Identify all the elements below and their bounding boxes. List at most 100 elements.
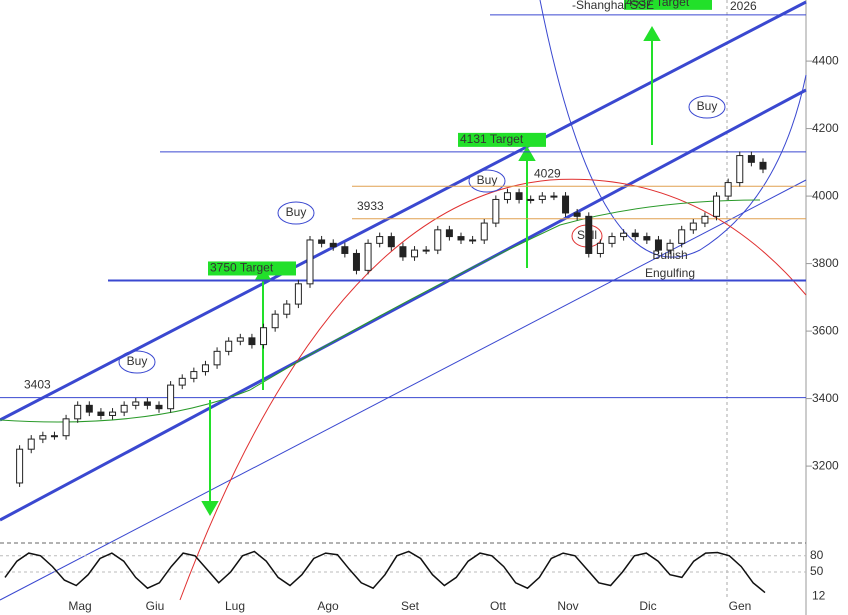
candle <box>16 448 24 484</box>
signal-bubble <box>277 201 315 225</box>
candle <box>155 404 163 410</box>
arc <box>539 0 807 258</box>
candle <box>573 212 581 217</box>
candle <box>387 236 395 248</box>
candle <box>143 401 151 406</box>
candle <box>445 229 453 238</box>
signal-word: Bullish <box>652 248 687 262</box>
candle <box>469 239 477 242</box>
candle <box>306 239 314 285</box>
candle <box>480 222 488 241</box>
signals: BuyBuyBuyBuySellBullishEngulfing <box>118 95 726 374</box>
level-label: 3403 <box>24 378 51 392</box>
candle <box>213 350 221 366</box>
x-tick-label: Giu <box>146 599 165 613</box>
candle <box>724 182 732 197</box>
level-label: 3750 Target <box>210 261 274 275</box>
signal-bubble <box>118 350 156 374</box>
x-tick-label: Nov <box>557 599 578 613</box>
candle <box>503 192 511 200</box>
candle <box>596 242 604 254</box>
candle <box>74 404 82 420</box>
y-tick-label: 4000 <box>812 188 839 202</box>
candle <box>689 222 697 231</box>
y-tick-label: 3800 <box>812 256 839 270</box>
candle <box>492 198 500 224</box>
channel-upper <box>0 0 807 422</box>
candle <box>608 236 616 244</box>
x-tick-label: Ago <box>317 599 339 613</box>
candle <box>399 246 407 258</box>
signal-bubble <box>688 95 726 119</box>
x-tick-label: Ott <box>490 599 507 613</box>
x-tick-label: Lug <box>225 599 245 613</box>
candle <box>201 364 209 373</box>
target-bg <box>624 0 712 10</box>
candle <box>654 239 662 251</box>
oscillator-line <box>4 550 766 594</box>
signal-label: Buy <box>697 99 718 113</box>
candle <box>538 195 546 200</box>
x-tick-label: Dic <box>639 599 656 613</box>
level-label: 4029 <box>534 166 561 180</box>
candle <box>364 242 372 271</box>
level-label: 4537 Target <box>626 0 690 9</box>
signal-label: Buy <box>286 205 307 219</box>
level-label: 4131 Target <box>460 132 524 146</box>
candle <box>109 411 117 416</box>
y-tick-label: 4400 <box>812 53 839 67</box>
candle <box>713 195 721 217</box>
candle <box>562 195 570 214</box>
candle <box>236 337 244 342</box>
candle <box>260 327 268 346</box>
candle <box>434 229 442 251</box>
candle <box>666 242 674 251</box>
signal-label: Buy <box>477 173 498 187</box>
candle <box>376 236 384 244</box>
plot-bg <box>0 0 806 615</box>
candle <box>747 155 755 163</box>
candle <box>50 435 58 438</box>
candle <box>736 155 744 184</box>
y-tick-label: 4200 <box>812 121 839 135</box>
candle <box>120 404 128 413</box>
candle <box>39 435 47 440</box>
candle <box>97 411 105 416</box>
candle <box>271 313 279 329</box>
signal-word: Engulfing <box>645 266 695 280</box>
level-label: 3933 <box>357 199 384 213</box>
candle <box>701 215 709 224</box>
x-tick-label: Mag <box>68 599 91 613</box>
candle <box>352 252 360 271</box>
y-tick-label: 3600 <box>812 323 839 337</box>
candle <box>631 232 639 238</box>
y-tick-label: 80 <box>810 548 824 562</box>
candle <box>515 192 523 200</box>
candle <box>329 242 337 248</box>
y-tick-label: 3200 <box>812 458 839 472</box>
candle <box>550 195 558 198</box>
candle <box>585 215 593 254</box>
candle <box>283 303 291 315</box>
candle <box>190 371 198 379</box>
x-tick-label: Gen <box>729 599 752 613</box>
year-label: 2026 <box>730 0 757 13</box>
channel-lower <box>0 88 807 522</box>
candle <box>225 340 233 352</box>
candle <box>341 246 349 254</box>
signal-label: Buy <box>127 354 148 368</box>
candle <box>167 384 175 410</box>
signal-bubble <box>468 169 506 193</box>
candle <box>643 236 651 241</box>
last-value: 12 <box>812 589 826 603</box>
candle <box>318 239 326 244</box>
candle <box>678 229 686 244</box>
chart-title: -Shanghai SSE <box>572 0 654 12</box>
candle <box>85 404 93 413</box>
target-bg <box>208 261 296 276</box>
moving-average <box>0 199 761 423</box>
x-tick-label: Set <box>401 599 420 613</box>
arc <box>179 178 807 601</box>
candle <box>27 438 35 450</box>
